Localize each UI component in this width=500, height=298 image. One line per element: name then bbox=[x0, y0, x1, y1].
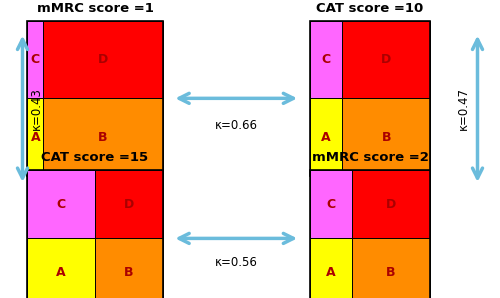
Text: B: B bbox=[98, 131, 108, 144]
Bar bbox=[342, 98, 430, 176]
Bar bbox=[342, 21, 430, 98]
Bar bbox=[310, 21, 342, 98]
Text: A: A bbox=[322, 131, 331, 144]
Text: C: C bbox=[326, 198, 336, 211]
Text: A: A bbox=[30, 131, 40, 144]
Text: mMRC score =2: mMRC score =2 bbox=[312, 151, 428, 164]
Bar bbox=[28, 170, 162, 298]
Bar bbox=[95, 238, 162, 298]
Bar bbox=[28, 21, 162, 176]
Text: κ=0.47: κ=0.47 bbox=[457, 87, 470, 130]
Text: κ=0.43: κ=0.43 bbox=[30, 87, 43, 130]
Text: A: A bbox=[326, 266, 336, 279]
Text: κ=0.56: κ=0.56 bbox=[215, 256, 258, 269]
Text: D: D bbox=[124, 198, 134, 211]
Bar bbox=[28, 238, 95, 298]
Text: CAT score =15: CAT score =15 bbox=[42, 151, 148, 164]
Bar bbox=[43, 98, 162, 176]
Text: C: C bbox=[30, 53, 40, 66]
Bar bbox=[352, 238, 430, 298]
Text: B: B bbox=[386, 266, 396, 279]
Bar bbox=[352, 170, 430, 238]
Text: CAT score =10: CAT score =10 bbox=[316, 2, 424, 15]
Bar bbox=[310, 170, 352, 238]
Text: C: C bbox=[322, 53, 331, 66]
Text: κ=0.66: κ=0.66 bbox=[215, 119, 258, 132]
Bar bbox=[310, 21, 430, 176]
Text: A: A bbox=[56, 266, 66, 279]
Text: D: D bbox=[386, 198, 396, 211]
Bar bbox=[310, 238, 352, 298]
Text: B: B bbox=[124, 266, 134, 279]
Text: D: D bbox=[98, 53, 108, 66]
Bar bbox=[95, 170, 162, 238]
Bar bbox=[43, 21, 162, 98]
Bar bbox=[310, 170, 430, 298]
Bar bbox=[310, 98, 342, 176]
Bar bbox=[28, 98, 43, 176]
Text: B: B bbox=[382, 131, 391, 144]
Bar bbox=[28, 170, 95, 238]
Text: D: D bbox=[381, 53, 392, 66]
Text: mMRC score =1: mMRC score =1 bbox=[36, 2, 154, 15]
Text: C: C bbox=[56, 198, 66, 211]
Bar bbox=[28, 21, 43, 98]
